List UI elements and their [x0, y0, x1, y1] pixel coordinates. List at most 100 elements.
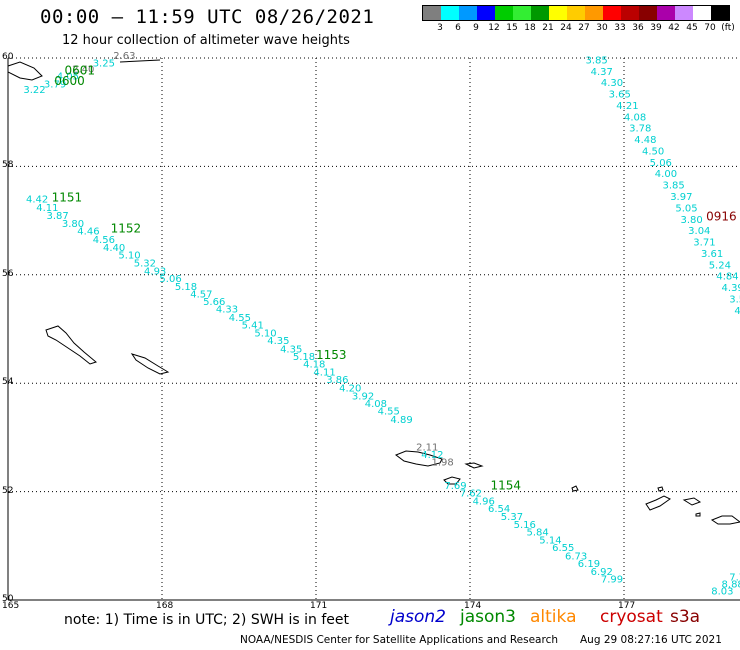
wave-height-value: 7.78 — [729, 572, 740, 583]
wave-height-value: 5.37 — [501, 512, 523, 523]
wave-height-value: 4.37 — [591, 67, 613, 78]
wave-height-value: 4.93 — [144, 266, 166, 277]
island-kiska — [645, 495, 671, 511]
pass-time-label: 0916 — [706, 210, 737, 224]
wave-height-value: 5.66 — [203, 297, 225, 308]
legend-swatch — [513, 6, 531, 20]
legend-label: 70 — [704, 23, 716, 33]
island-attu — [394, 450, 443, 467]
lat-tick-label: 54 — [2, 377, 14, 388]
wave-height-value: 4.39 — [722, 283, 740, 294]
wave-height-value: 4.12 — [421, 450, 443, 461]
legend-label: 30 — [596, 23, 608, 33]
wave-height-value: 4.05 — [57, 72, 79, 83]
island-small-1 — [695, 512, 701, 517]
wave-height-value: 4.40 — [103, 243, 125, 254]
legend-swatches — [422, 5, 730, 21]
lat-tick-label: 50 — [2, 594, 14, 604]
legend-label: 27 — [578, 23, 590, 33]
legend-jason2: jason2 — [390, 607, 446, 627]
wave-height-value: 4.84 — [716, 272, 738, 283]
lon-tick-label: 174 — [464, 601, 482, 611]
lon-tick-label: 171 — [310, 601, 328, 611]
legend-label: 24 — [560, 23, 572, 33]
wave-height-value: 5.24 — [709, 260, 731, 271]
lat-tick-label: 56 — [2, 268, 14, 279]
wave-height-value: 3.85 — [663, 181, 685, 192]
wave-height-value: 4.42 — [26, 195, 48, 206]
pass-time-label: 1152 — [111, 222, 142, 236]
wave-height-value: 5.16 — [514, 520, 536, 531]
wave-height-value: 5.18 — [293, 352, 315, 363]
lon-tick-label: 177 — [618, 601, 636, 611]
island-bering-small — [130, 353, 170, 375]
wave-height-value: 7.99 — [601, 575, 623, 586]
wave-height-value: 4.33 — [216, 305, 238, 316]
wave-height-value: 4.89 — [390, 415, 412, 426]
color-legend: 3 6 9 12 15 18 21 24 27 30 33 36 39 42 45 70 (ft) — [422, 5, 735, 35]
wave-height-value: 3.22 — [23, 85, 45, 96]
pass-time-label: 0601 — [64, 63, 95, 77]
pass-time-label: 1154 — [491, 478, 522, 492]
wave-height-value: 4.11 — [313, 368, 335, 379]
pass-time-label: 1151 — [52, 191, 83, 205]
legend-swatch — [657, 6, 675, 20]
chart-subtitle: 12 hour collection of altimeter wave hei… — [62, 33, 350, 48]
legend-label: 18 — [524, 23, 536, 33]
legend-s3a: s3a — [670, 607, 701, 627]
legend-swatch — [423, 6, 441, 20]
wave-height-value: 4.11 — [36, 203, 58, 214]
island-bering-large — [45, 325, 98, 365]
wave-height-value: 4.50 — [642, 146, 664, 157]
wave-height-value: 3.04 — [688, 226, 710, 237]
wave-height-value: 3.80 — [680, 215, 702, 226]
wave-height-value: 3.25 — [93, 59, 115, 70]
island-rat — [682, 497, 702, 506]
wave-height-value: 5.05 — [675, 203, 697, 214]
wave-height-value: 5.10 — [118, 251, 140, 262]
wave-height-value: 2.11 — [416, 442, 438, 453]
footer-credit: NOAA/NESDIS Center for Satellite Applica… — [240, 634, 558, 646]
wave-height-value: 4.30 — [601, 78, 623, 89]
legend-label: 21 — [542, 23, 554, 33]
land-outlines — [7, 59, 740, 525]
wave-height-value: 4.00 — [655, 169, 677, 180]
wave-height-value: 3.5 — [729, 294, 740, 305]
legend-label: 12 — [488, 23, 500, 33]
wave-height-value: 8.03 — [711, 587, 733, 598]
wave-height-value: 4.18 — [303, 359, 325, 370]
footer-timestamp: Aug 29 08:27:16 UTC 2021 — [580, 634, 722, 646]
wave-height-value: 6.92 — [591, 567, 613, 578]
legend-labels: 3 6 9 12 15 18 21 24 27 30 33 36 39 42 45 70 (ft) — [422, 21, 735, 35]
island-small-2 — [657, 486, 664, 492]
grid-lines — [7, 57, 740, 601]
wave-height-value: 3.80 — [62, 219, 84, 230]
wave-height-value: 4.57 — [190, 290, 212, 301]
wave-height-labels: 2.633.252.404.053.793.224.424.113.873.80… — [23, 51, 740, 597]
wave-height-value: 5.84 — [526, 528, 548, 539]
wave-height-value: 3.79 — [44, 79, 66, 90]
legend-cryosat: cryosat — [600, 607, 663, 627]
legend-jason3: jason3 — [460, 607, 516, 627]
legend-swatch — [603, 6, 621, 20]
legend-label: 3 — [437, 23, 443, 33]
wave-height-value: 3.61 — [701, 249, 723, 260]
wave-height-value: 4.20 — [339, 383, 361, 394]
lat-tick-label: 60 — [2, 52, 14, 62]
wave-height-value: 7.62 — [460, 488, 482, 499]
legend-swatch — [567, 6, 585, 20]
legend-label: (ft) — [721, 23, 735, 33]
lat-tick-label: 58 — [2, 160, 14, 171]
wave-height-value: 6.55 — [552, 543, 574, 554]
legend-swatch — [621, 6, 639, 20]
chart-title: 00:00 — 11:59 UTC 08/26/2021 — [40, 6, 375, 28]
wave-height-value: 4.55 — [229, 313, 251, 324]
wave-height-value: 3.65 — [609, 90, 631, 101]
legend-swatch — [549, 6, 567, 20]
legend-label: 6 — [455, 23, 461, 33]
wave-height-value: 3.71 — [693, 238, 715, 249]
wave-height-value: 3.86 — [326, 375, 348, 386]
legend-swatch — [585, 6, 603, 20]
